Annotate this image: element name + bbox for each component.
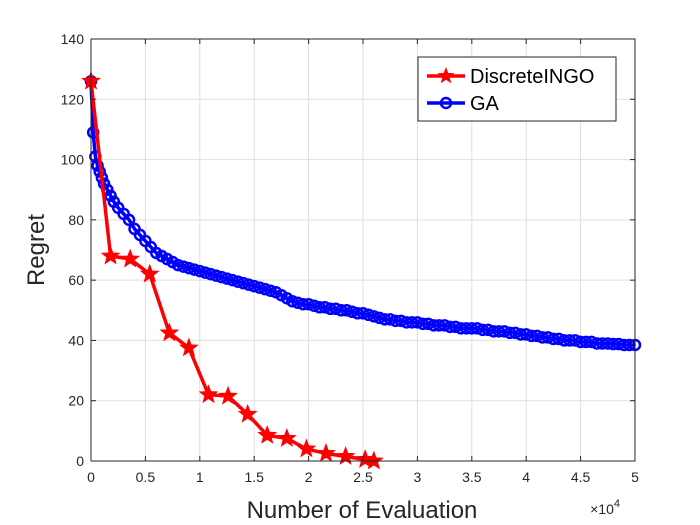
data-point-discreteingo [159, 322, 180, 342]
legend: DiscreteINGO GA [417, 56, 617, 122]
y-tick-label: 140 [61, 31, 85, 47]
data-point-ga [258, 282, 272, 296]
data-point-ga [91, 159, 104, 172]
y-tick-label: 20 [68, 393, 84, 409]
x-tick-label: 0 [87, 469, 95, 485]
data-point-ga [237, 276, 250, 290]
data-point-discreteingo [198, 384, 219, 404]
x-tick-label: 2 [305, 469, 313, 485]
data-point-ga [242, 278, 256, 291]
data-point-discreteingo [218, 385, 238, 405]
x-tick-label: 1.5 [244, 469, 264, 485]
data-point-ga [204, 267, 217, 281]
data-point-ga [362, 308, 375, 322]
legend-star-marker [437, 67, 455, 84]
legend-label-discreteingo: DiscreteINGO [470, 66, 594, 88]
legend-box [417, 56, 617, 122]
data-point-discreteingo [179, 337, 199, 357]
series-line-ga [89, 81, 635, 347]
y-tick-labels: 0 20 40 60 80 100 120 140 [61, 31, 85, 469]
data-point-ga [340, 304, 353, 317]
data-point-ga [188, 263, 201, 276]
x-tick-label: 1 [196, 469, 204, 485]
data-point-ga [220, 272, 234, 285]
x-axis-exponent-base: ×10 [590, 501, 614, 517]
y-tick-label: 80 [68, 212, 84, 228]
data-point-discreteingo [276, 427, 297, 447]
data-point-ga [231, 275, 245, 288]
data-point-ga [122, 213, 136, 227]
data-point-ga [247, 279, 261, 293]
data-point-ga [264, 284, 277, 297]
data-point-ga [198, 266, 212, 279]
ticks [90, 38, 636, 462]
y-tick-label: 60 [68, 272, 84, 288]
data-point-ga [209, 269, 223, 282]
data-point-ga [171, 258, 185, 272]
data-point-ga [253, 281, 266, 294]
data-point-discreteingo [237, 403, 258, 423]
data-point-discreteingo [100, 245, 121, 265]
data-point-ga [367, 310, 381, 323]
x-axis-exponent-power: 4 [614, 498, 620, 510]
x-tick-label: 3.5 [462, 469, 482, 485]
data-point-ga [193, 264, 207, 278]
y-tick-label: 0 [76, 453, 84, 469]
data-point-ga [226, 273, 239, 287]
series-line-discreteingo [89, 81, 375, 463]
data-point-ga [356, 307, 370, 320]
data-point-discreteingo [257, 424, 278, 444]
x-tick-label: 4 [522, 469, 530, 485]
y-tick-label: 120 [61, 91, 85, 107]
x-tick-label: 2.5 [353, 469, 373, 485]
data-point-discreteingo [316, 443, 336, 462]
x-axis-label: Number of Evaluation [247, 497, 478, 524]
data-point-discreteingo [139, 263, 160, 283]
x-tick-label: 3 [414, 469, 422, 485]
y-tick-label: 40 [68, 332, 84, 348]
x-tick-label: 5 [631, 469, 639, 485]
x-tick-labels: 0 0.5 1 1.5 2 2.5 3 3.5 4 4.5 5 [87, 469, 639, 485]
y-tick-label: 100 [61, 152, 85, 168]
x-tick-label: 0.5 [136, 469, 156, 485]
y-axis-label: Regret [23, 214, 50, 286]
data-point-discreteingo [335, 446, 356, 465]
x-axis-exponent: ×104 [590, 498, 620, 517]
series-layer [81, 70, 642, 470]
data-point-ga [177, 260, 190, 273]
data-point-ga [302, 298, 315, 311]
data-point-ga [286, 294, 299, 308]
legend-label-ga: GA [470, 93, 500, 115]
x-tick-label: 4.5 [571, 469, 591, 485]
data-point-discreteingo [120, 248, 141, 268]
data-point-discreteingo [363, 450, 384, 470]
data-point-ga [215, 270, 228, 284]
data-point-discreteingo [296, 438, 317, 458]
legend-circle-marker [439, 96, 453, 110]
data-point-ga [182, 261, 196, 275]
